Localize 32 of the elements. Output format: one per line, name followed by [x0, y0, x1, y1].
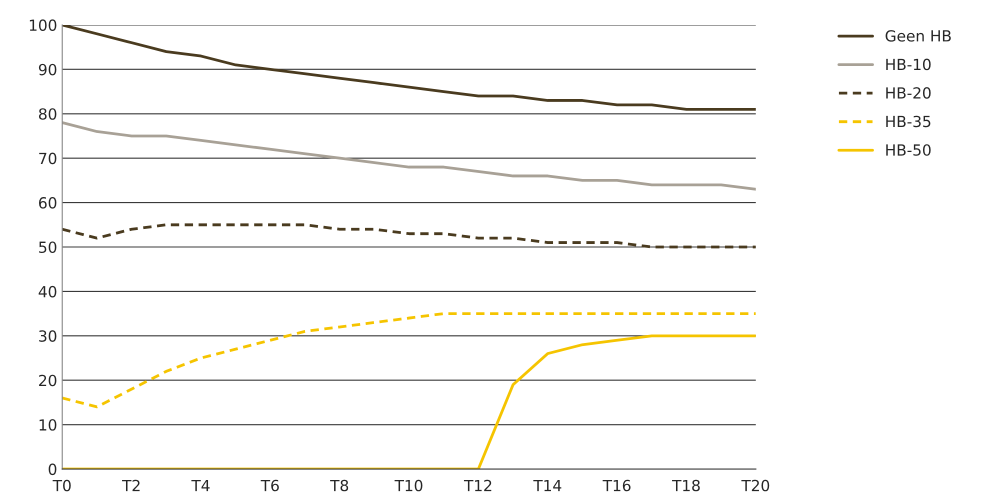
y-tick-label: 80 — [38, 108, 56, 120]
x-tick-label: T0 — [52, 480, 71, 492]
line-series — [62, 121, 756, 191]
y-tick-label: 10 — [40, 419, 56, 431]
y-tick-label: 40 — [38, 286, 56, 298]
x-tick-label: T6 — [260, 480, 279, 492]
y-tick-label: 50 — [39, 241, 56, 254]
legend-label: HB-35 — [886, 116, 930, 128]
x-tick-label: T20 — [741, 480, 770, 492]
x-tick-label: T10 — [394, 480, 422, 492]
x-tick-label: T14 — [533, 480, 562, 492]
y-tick-label: 0 — [48, 464, 56, 476]
line-series — [62, 312, 756, 408]
line-series — [62, 334, 756, 470]
y-tick-label: 60 — [39, 197, 56, 209]
y-tick-label: 30 — [39, 330, 56, 342]
legend-label: HB-10 — [886, 58, 931, 70]
x-tick-label: T4 — [191, 480, 210, 492]
x-tick-label: T18 — [672, 480, 700, 492]
x-tick-label: T2 — [122, 480, 140, 492]
legend-label: HB-20 — [886, 87, 931, 99]
legend-label: HB-50 — [886, 144, 931, 156]
x-tick-label: T16 — [602, 480, 631, 492]
x-tick-label: T8 — [330, 480, 348, 492]
y-tick-label: 70 — [39, 152, 56, 164]
y-tick-label: 20 — [39, 374, 56, 386]
y-tick-label: 90 — [38, 64, 56, 76]
x-tick-label: T12 — [464, 480, 492, 492]
line-series — [62, 223, 756, 248]
legend-label: Geen HB — [886, 30, 951, 42]
line-series — [62, 24, 756, 111]
y-tick-label: 100 — [30, 19, 56, 31]
